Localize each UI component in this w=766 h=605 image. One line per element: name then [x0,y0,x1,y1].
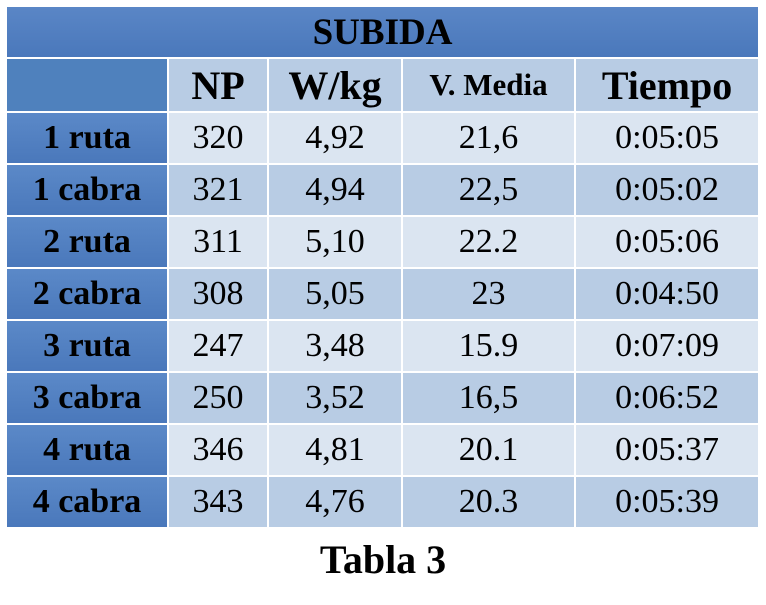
table-title: SUBIDA [4,5,761,59]
cell-np: 250 [167,371,269,425]
cell-tiempo: 0:05:06 [573,215,761,269]
cell-v-media: 22.2 [401,215,576,269]
cell-v-media: 16,5 [401,371,576,425]
cell-wkg: 4,92 [267,111,403,165]
cell-np: 308 [167,267,269,321]
table-row: 1 cabra 321 4,94 22,5 0:05:02 [5,163,761,217]
cell-wkg: 3,48 [267,319,403,373]
header-wkg: W/kg [267,57,403,113]
cell-v-media: 21,6 [401,111,576,165]
table-row: 4 ruta 346 4,81 20.1 0:05:37 [5,423,761,477]
table-row: 3 cabra 250 3,52 16,5 0:06:52 [5,371,761,425]
cell-wkg: 3,52 [267,371,403,425]
cell-v-media: 15.9 [401,319,576,373]
header-corner-cell [5,57,169,113]
cell-wkg: 4,76 [267,475,403,529]
cell-wkg: 5,05 [267,267,403,321]
cell-wkg: 4,81 [267,423,403,477]
cell-np: 247 [167,319,269,373]
table-row: 4 cabra 343 4,76 20.3 0:05:39 [5,475,761,529]
row-label: 1 ruta [5,111,169,165]
cell-np: 311 [167,215,269,269]
cell-np: 343 [167,475,269,529]
row-label: 4 cabra [5,475,169,529]
table-header-row: NP W/kg V. Media Tiempo [5,57,761,113]
cell-v-media: 20.3 [401,475,576,529]
cell-np: 320 [167,111,269,165]
cell-tiempo: 0:04:50 [573,267,761,321]
cell-np: 346 [167,423,269,477]
header-np: NP [167,57,269,113]
cell-wkg: 5,10 [267,215,403,269]
cell-v-media: 23 [401,267,576,321]
cell-v-media: 22,5 [401,163,576,217]
cell-np: 321 [167,163,269,217]
subida-table: SUBIDA NP W/kg V. Media Tiempo 1 ruta 32… [4,5,761,529]
row-label: 2 ruta [5,215,169,269]
cell-tiempo: 0:06:52 [573,371,761,425]
cell-tiempo: 0:05:39 [573,475,761,529]
table-caption: Tabla 3 [319,537,447,582]
cell-tiempo: 0:07:09 [573,319,761,373]
table-row: 2 cabra 308 5,05 23 0:04:50 [5,267,761,321]
cell-wkg: 4,94 [267,163,403,217]
row-label: 3 ruta [5,319,169,373]
header-tiempo: Tiempo [573,57,761,113]
row-label: 4 ruta [5,423,169,477]
cell-v-media: 20.1 [401,423,576,477]
row-label: 1 cabra [5,163,169,217]
table-row: 1 ruta 320 4,92 21,6 0:05:05 [5,111,761,165]
cell-tiempo: 0:05:37 [573,423,761,477]
header-v-media: V. Media [401,57,576,113]
table-title-row: SUBIDA [4,5,761,59]
table-row: 2 ruta 311 5,10 22.2 0:05:06 [5,215,761,269]
row-label: 2 cabra [5,267,169,321]
cell-tiempo: 0:05:05 [573,111,761,165]
row-label: 3 cabra [5,371,169,425]
subida-table-container: SUBIDA NP W/kg V. Media Tiempo 1 ruta 32… [4,5,761,529]
table-row: 3 ruta 247 3,48 15.9 0:07:09 [5,319,761,373]
cell-tiempo: 0:05:02 [573,163,761,217]
